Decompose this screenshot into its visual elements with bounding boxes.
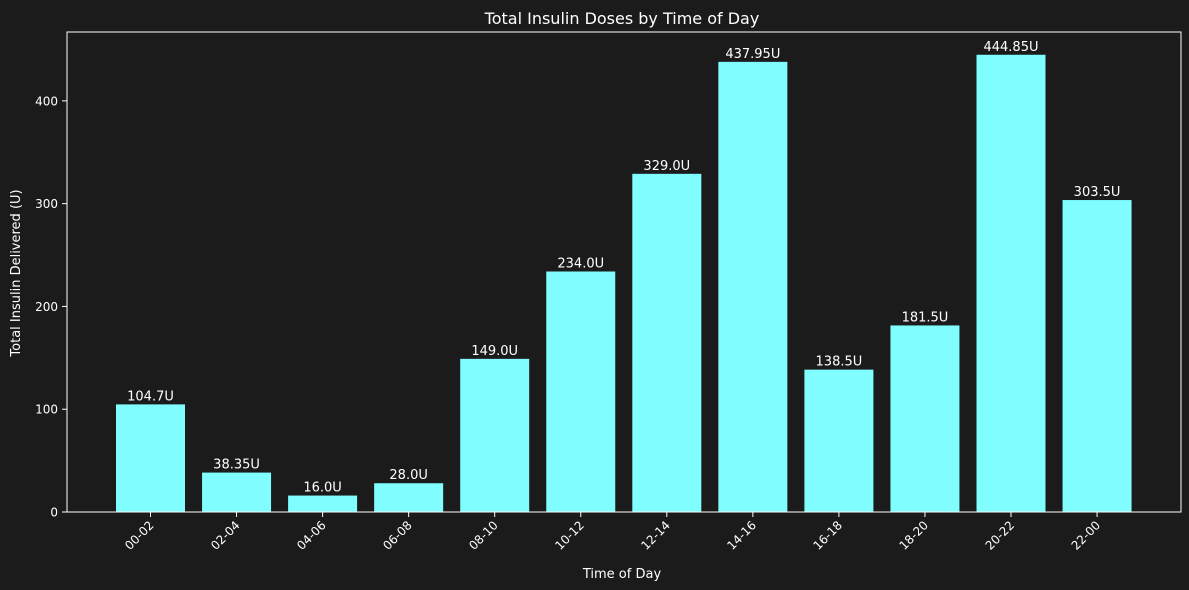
- bar-value-label: 444.85U: [983, 40, 1038, 55]
- y-tick-label: 100: [35, 403, 58, 417]
- y-tick-label: 0: [50, 506, 58, 520]
- x-axis-label: Time of Day: [582, 567, 662, 582]
- bar-18-20: [890, 325, 960, 512]
- bar-value-label: 234.0U: [557, 256, 604, 271]
- y-tick-label: 300: [35, 197, 58, 211]
- bar-value-label: 16.0U: [303, 481, 341, 496]
- bar-08-10: [460, 358, 530, 512]
- bar-value-label: 138.5U: [816, 355, 863, 370]
- bar-value-label: 38.35U: [213, 458, 260, 473]
- bar-value-label: 303.5U: [1074, 185, 1121, 200]
- bar-06-08: [374, 483, 444, 512]
- bar-value-label: 437.95U: [725, 47, 780, 62]
- bar-value-label: 28.0U: [389, 468, 427, 483]
- y-tick-label: 400: [35, 94, 58, 108]
- y-axis-label: Total Insulin Delivered (U): [9, 189, 24, 357]
- y-tick-label: 200: [35, 300, 58, 314]
- bar-14-16: [718, 61, 788, 513]
- bar-value-label: 104.7U: [127, 389, 174, 404]
- y-ticks-group: 0 100 200 300 400: [35, 94, 67, 520]
- bar-value-label: 329.0U: [643, 159, 690, 174]
- bar-00-02: [116, 404, 185, 512]
- bar-value-label: 149.0U: [471, 344, 518, 359]
- chart-title: Total Insulin Doses by Time of Day: [484, 9, 760, 28]
- plot-frame: [66, 31, 1182, 513]
- bar-20-22: [976, 54, 1046, 513]
- bar-value-label: 181.5U: [902, 310, 949, 325]
- bar-22-00: [1062, 200, 1132, 513]
- bar-16-18: [804, 369, 874, 512]
- bar-10-12: [546, 271, 616, 512]
- bar-04-06: [288, 495, 358, 512]
- bars-group: [116, 54, 1132, 513]
- bar-12-14: [632, 173, 702, 512]
- bar-labels-group: 104.7U 38.35U 16.0U 28.0U 149.0U 234.0U 329.0U…: [127, 40, 1120, 496]
- bar-02-04: [202, 472, 272, 512]
